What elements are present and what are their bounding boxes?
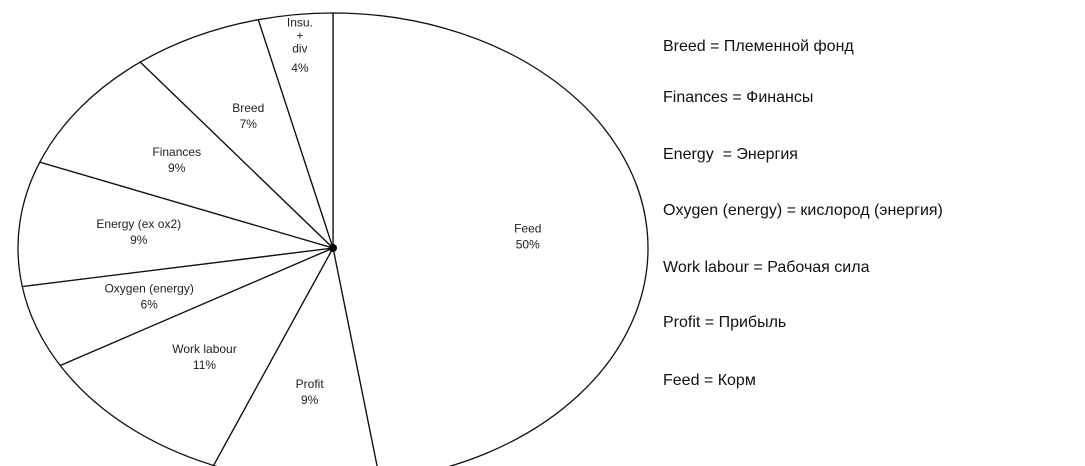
slice-label: Feed — [514, 221, 541, 235]
slice-value: 4% — [291, 61, 309, 75]
slice-value: 7% — [240, 117, 258, 131]
pie-slice — [257, 12, 334, 249]
slice-label: Breed — [232, 101, 264, 115]
pie-slice — [212, 246, 378, 466]
pie-slice — [59, 246, 335, 466]
translation: Oxygen (energy) = кислород (энергия) — [663, 202, 943, 219]
slice-label: Insu. + div — [287, 16, 313, 56]
slice-label: Profit — [296, 377, 325, 391]
slice-label: Oxygen (energy) — [104, 281, 193, 295]
pie-center — [329, 244, 337, 252]
translation: Profit = Прибыль — [663, 314, 786, 331]
slice-value: 9% — [168, 161, 186, 175]
translation: Feed = Корм — [663, 372, 756, 389]
slice-value: 6% — [140, 297, 158, 311]
pie-slice — [38, 61, 334, 249]
translation: Work labour = Рабочая сила — [663, 259, 870, 276]
slice-label: Energy (ex ox2) — [96, 217, 181, 231]
translation: Breed = Племенной фонд — [663, 38, 854, 55]
translation: Energy = Энергия — [663, 146, 798, 163]
pie-slice — [332, 12, 649, 466]
slice-value: 9% — [301, 393, 319, 407]
translation: Finances = Финансы — [663, 89, 813, 106]
slice-value: 9% — [130, 233, 148, 247]
pie-slice — [139, 18, 334, 249]
pie-slice — [17, 161, 334, 288]
slice-value: 11% — [193, 358, 216, 372]
slice-value: 50% — [516, 237, 540, 251]
slice-label: Work labour — [172, 342, 236, 356]
slice-label: Finances — [152, 145, 201, 159]
